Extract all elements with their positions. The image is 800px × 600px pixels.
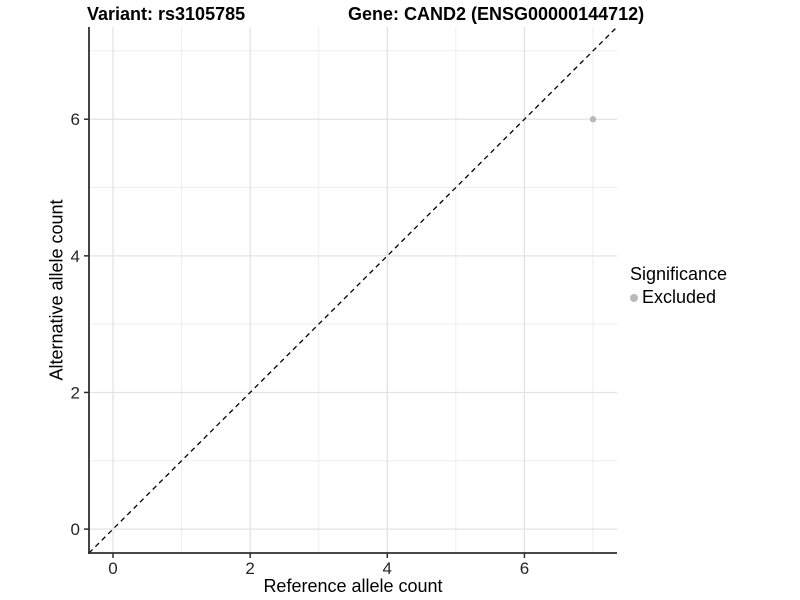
- x-tick-label: 2: [245, 559, 254, 578]
- legend-item-label: Excluded: [642, 287, 717, 307]
- legend-title: Significance: [630, 264, 728, 284]
- x-tick-label: 6: [520, 559, 529, 578]
- data-point: [589, 116, 597, 123]
- x-axis-title: Reference allele count: [263, 576, 443, 596]
- identity-dashed-line: [88, 26, 618, 554]
- x-tick-label: 0: [108, 559, 117, 578]
- legend-item-excluded: Excluded: [630, 287, 727, 308]
- legend: Significance Excluded: [630, 264, 727, 308]
- y-tick-label: 2: [71, 383, 80, 402]
- y-tick-label: 6: [71, 110, 80, 129]
- y-tick-label: 4: [71, 247, 80, 266]
- plot-title-variant: Variant: rs3105785: [87, 4, 246, 24]
- y-tick-label: 0: [71, 520, 80, 539]
- legend-point-icon: [630, 293, 638, 302]
- x-tick-label: 4: [383, 559, 392, 578]
- y-axis-title: Alternative allele count: [46, 199, 67, 381]
- plot-title-gene: Gene: CAND2 (ENSG00000144712): [348, 4, 645, 24]
